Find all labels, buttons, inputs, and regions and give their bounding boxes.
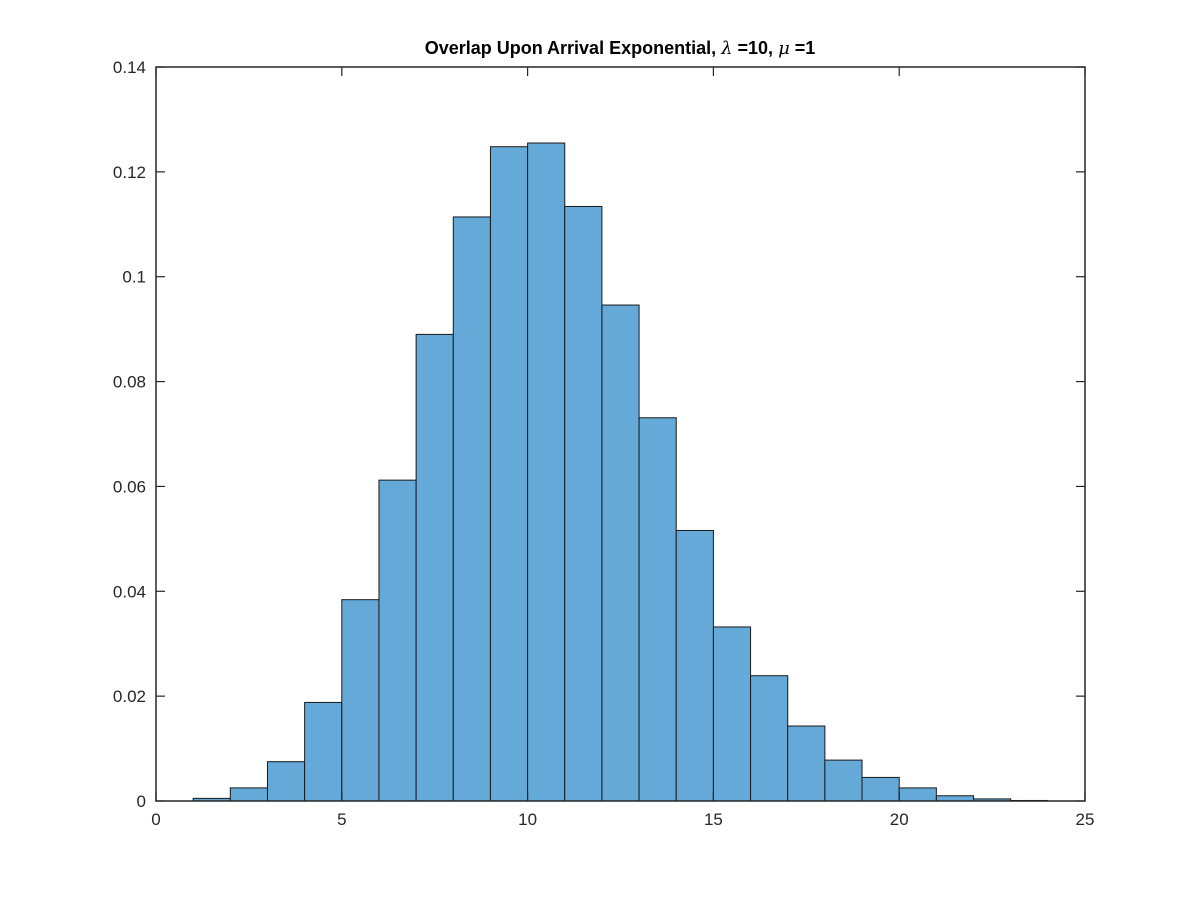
histogram-bar — [527, 142, 566, 802]
title-part-3: =1 — [790, 38, 816, 58]
histogram-bar — [935, 795, 975, 802]
title-part-1: Overlap Upon Arrival Exponential, — [425, 38, 721, 58]
histogram-bar — [898, 787, 937, 802]
histogram-bar — [341, 599, 380, 802]
title-part-2: =10, — [733, 38, 779, 58]
y-tick-label: 0.02 — [113, 687, 146, 706]
histogram-bar — [452, 216, 491, 802]
x-tick-label: 0 — [151, 810, 160, 829]
histogram-bar — [229, 787, 268, 802]
title-lambda-symbol: λ — [720, 38, 732, 59]
title-mu-symbol: μ — [778, 38, 790, 59]
x-tick-label: 25 — [1076, 810, 1095, 829]
histogram-bar — [415, 333, 454, 802]
histogram-bar — [564, 205, 603, 802]
x-tick-label: 15 — [704, 810, 723, 829]
y-tick-label: 0.04 — [113, 582, 146, 601]
histogram-bar — [601, 304, 640, 802]
plot-frame — [155, 66, 1086, 802]
histogram-bar — [304, 701, 343, 802]
y-tick-label: 0 — [137, 792, 146, 811]
histogram-bar — [861, 776, 900, 802]
chart-title: Overlap Upon Arrival Exponential, λ =10,… — [425, 38, 816, 59]
x-tick-label: 20 — [890, 810, 909, 829]
histogram-bar — [675, 529, 714, 802]
histogram-bar — [750, 675, 789, 802]
y-tick-label: 0.08 — [113, 373, 146, 392]
y-tick-label: 0.12 — [113, 163, 146, 182]
histogram-bar — [712, 626, 752, 802]
x-tick-label: 10 — [518, 810, 537, 829]
histogram-bar — [787, 725, 826, 802]
y-tick-label: 0.06 — [113, 477, 146, 496]
x-tick-label: 5 — [337, 810, 346, 829]
histogram-bar — [638, 417, 677, 802]
histogram-bar — [266, 761, 306, 802]
histogram-bar — [489, 146, 529, 802]
histogram-bar — [824, 759, 863, 802]
histogram-bar — [378, 479, 417, 802]
bars-group — [192, 142, 1049, 802]
y-tick-label: 0.14 — [113, 58, 146, 77]
tick-labels-group: 0 5 10 15 20 25 0 0.02 0.04 0.06 0.08 0.1 0.12 0.14 — [113, 58, 1095, 829]
y-tick-label: 0.1 — [122, 268, 146, 287]
